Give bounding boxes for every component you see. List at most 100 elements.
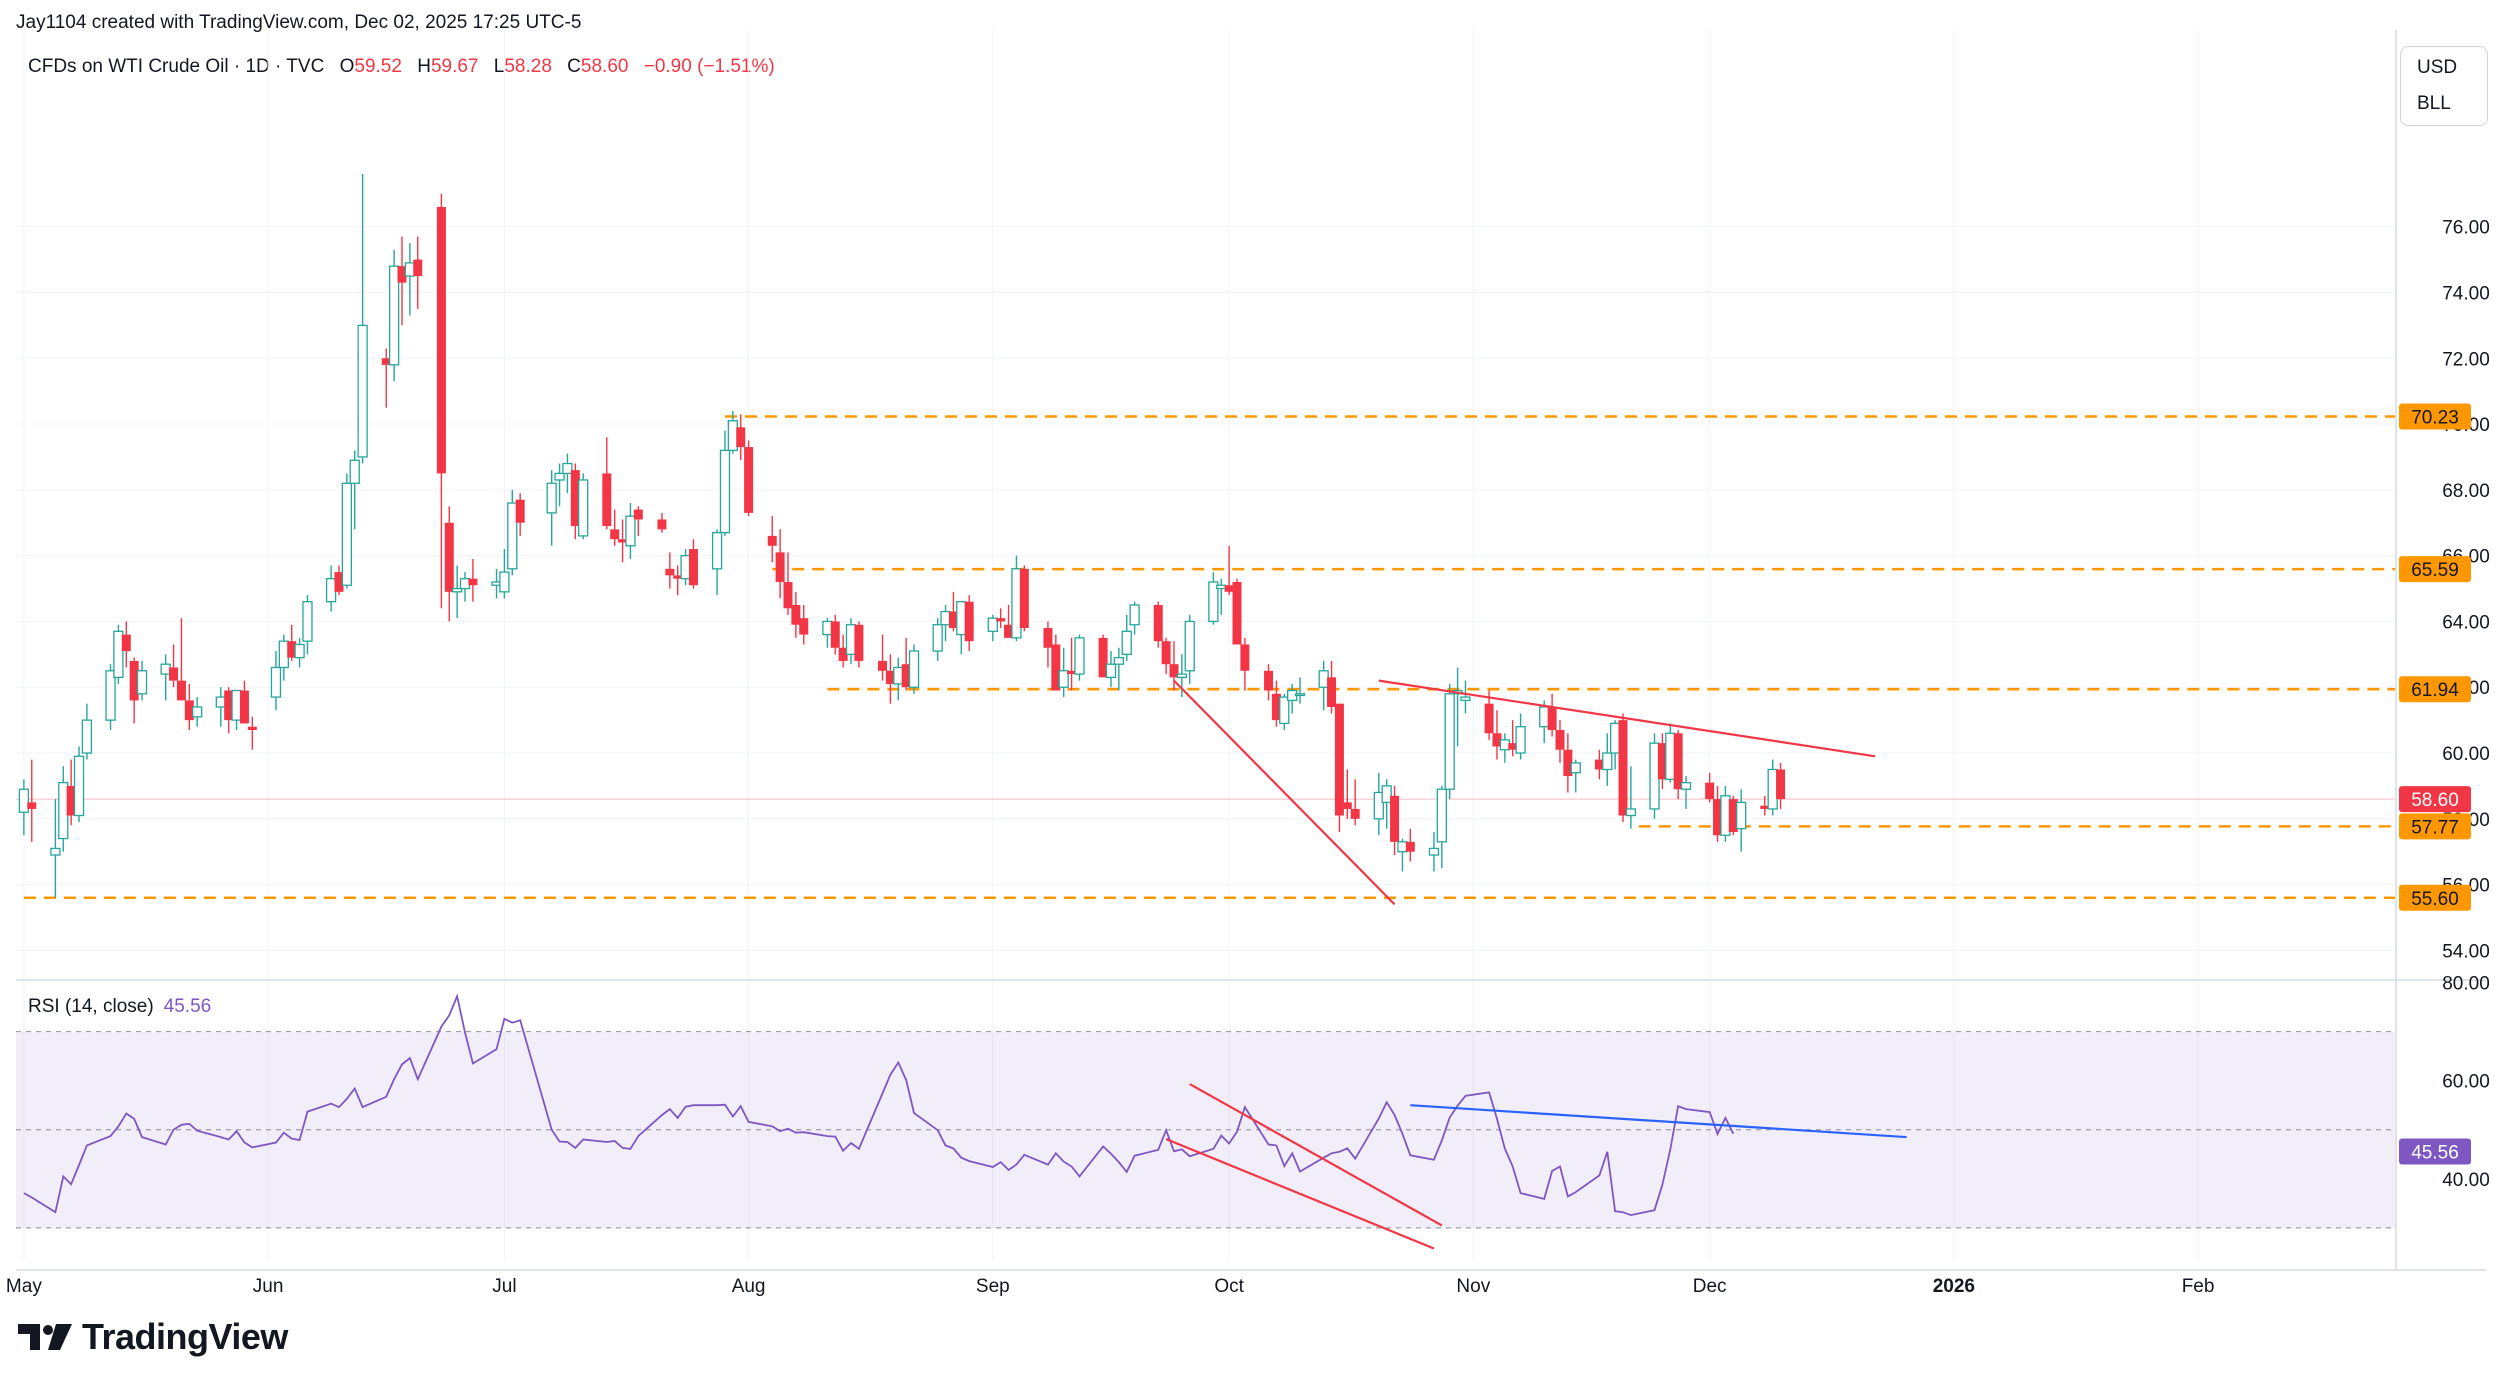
candle-body [1436,788,1447,843]
candle-body [1484,703,1494,734]
close-label: C [567,56,581,77]
currency-unit-selector[interactable]: USD BLL [2400,46,2488,126]
last-price-label: 58.60 [2411,790,2459,811]
candle-body [1067,670,1077,675]
candle-body [247,726,257,730]
candle-body [602,473,612,527]
candle-body [1074,637,1085,675]
rsi-trendline [1165,1138,1435,1250]
candle-body [665,568,675,576]
rsi-trendline [1189,1083,1443,1227]
candle-body [578,479,589,537]
candle-body [822,620,833,636]
rsi-legend: RSI (14, close) 45.56 [28,996,211,1018]
candle-body [893,666,904,685]
candle-body [1011,568,1022,639]
candle-body [1499,739,1510,751]
currency-label[interactable]: USD [2417,57,2458,78]
candle-body [1625,808,1637,817]
candle-body [58,781,69,840]
trendlines [1173,679,1876,906]
candle-body [1760,805,1770,809]
last-price-tag [2399,786,2471,813]
rsi-tick-label: 60.00 [2442,1072,2490,1093]
candle-body [334,572,344,592]
candle-body [325,578,337,603]
candle-body [459,578,471,590]
candle-body [727,420,739,452]
candle-body [136,670,148,695]
price-tick-label: 76.00 [2442,218,2490,239]
candle-body [783,581,793,609]
open-value: 59.52 [354,56,402,77]
candle-body [673,575,683,579]
candle-body [1161,641,1171,665]
candle-body [775,552,785,582]
tradingview-logo[interactable]: TradingView [18,1316,288,1358]
candle-body [1547,706,1557,730]
candle-body [1294,693,1306,697]
candle-body [1563,749,1573,777]
candle-body [719,449,731,534]
candle-body [885,670,895,684]
candle-body [397,266,407,283]
candle-body [1105,663,1117,679]
time-tick-label: Nov [1456,1276,1490,1297]
candle-body [908,650,920,688]
candle-body [184,700,194,721]
candle-body [121,634,131,652]
candle-body [1232,581,1242,645]
candle-body [468,578,478,586]
candle-body [1129,604,1140,626]
candle-body [1224,585,1234,592]
candle-body [1649,742,1660,810]
unit-label[interactable]: BLL [2417,93,2451,114]
created-by-caption: Jay1104 created with TradingView.com, De… [16,12,582,33]
candle-body [799,618,809,635]
candle-body [1767,768,1778,810]
candle-body [294,643,305,659]
candle-body [444,522,454,592]
candle-body [388,265,400,366]
candle-body [349,459,360,484]
candle-body [1728,799,1738,832]
candle-body [854,624,864,661]
price-chart[interactable]: 54.0056.0058.0060.0062.0064.0066.0068.00… [0,0,2500,1300]
level-price-label: 61.94 [2411,680,2459,701]
candle-body [1169,664,1179,678]
price-trendline [1378,679,1876,758]
candle-body [169,667,179,681]
time-tick-label: May [6,1276,42,1297]
level-price-tag [2399,676,2471,703]
candle-body [1264,670,1274,691]
candle-body [1460,696,1471,702]
candle-body [1508,743,1518,750]
candle-body [1397,841,1408,853]
candle-body [1327,677,1337,707]
candle-body [1176,673,1188,679]
candle-body [791,604,801,625]
candle-body [830,621,840,648]
rsi-name[interactable]: RSI (14, close) [28,996,154,1017]
symbol-name[interactable]: CFDs on WTI Crude Oil · 1D · TVC [28,56,325,77]
candle-body [66,785,76,816]
candle-body [451,587,463,593]
candle-body [711,531,723,570]
candle-body [878,660,888,671]
support-resistance-levels [16,415,2395,900]
close-value: 58.60 [580,56,629,77]
candle-body [1713,799,1723,836]
time-tick-label: Jun [253,1276,284,1297]
candle-body [1216,584,1227,590]
candle-body [1594,759,1604,770]
candle-body [381,358,391,365]
candle-body [1515,726,1526,754]
rsi-pane [23,993,1907,1250]
candle-body [176,680,186,701]
time-tick-label: Feb [2182,1276,2215,1297]
price-tick-label: 72.00 [2442,349,2490,370]
rsi-line [23,993,1735,1217]
candle-body [287,641,297,658]
price-tick-label: 68.00 [2442,481,2490,502]
candle-body [618,539,628,543]
